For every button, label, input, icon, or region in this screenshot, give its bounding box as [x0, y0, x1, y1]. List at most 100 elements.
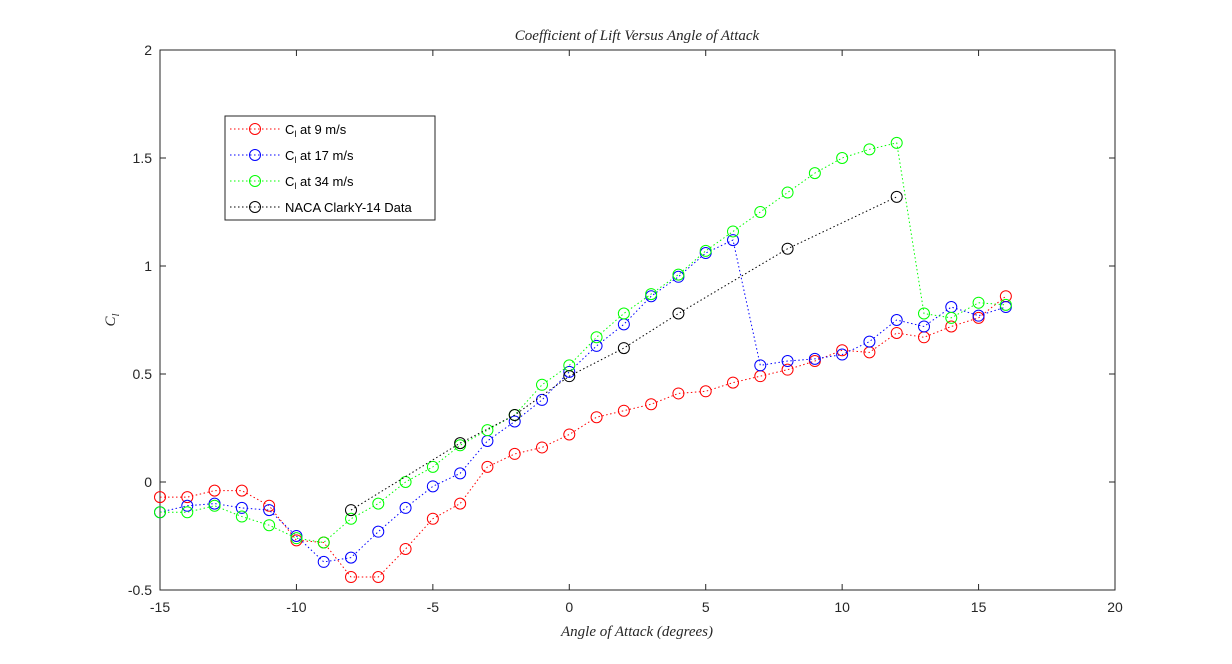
data-point	[781, 363, 794, 376]
y-axis-label: Cl	[103, 313, 122, 326]
data-point	[290, 532, 303, 545]
data-point	[235, 484, 248, 497]
legend-marker	[249, 123, 261, 135]
legend-label-main: C	[285, 122, 294, 137]
data-point	[617, 307, 630, 320]
legend-label-main: NACA ClarkY-14 Data	[285, 200, 412, 215]
y-tick-label: 2	[144, 42, 152, 58]
series-line	[350, 196, 897, 511]
data-point	[181, 506, 194, 519]
x-axis-label: Angle of Attack (degrees)	[560, 624, 713, 640]
data-point	[426, 460, 439, 473]
data-point	[563, 370, 576, 383]
data-point	[481, 424, 494, 437]
data-point	[918, 320, 930, 333]
data-point	[563, 365, 576, 378]
data-point	[263, 519, 276, 532]
data-point	[918, 307, 930, 320]
data-point	[154, 506, 166, 519]
data-point	[836, 152, 849, 164]
chart-title: Coefficient of Lift Versus Angle of Atta…	[515, 28, 760, 44]
legend-marker	[249, 149, 261, 161]
data-point	[590, 411, 603, 424]
data-point	[345, 504, 357, 517]
data-point	[672, 268, 685, 281]
legend-item: Cl at 34 m/s	[230, 174, 354, 191]
legend-label-sub: l	[294, 181, 296, 191]
data-point	[999, 298, 1012, 311]
axis-ticks: -15 -10 -5 0 5 10 15 20 -0.5 0 0.5 1 1.5 2	[128, 42, 1123, 615]
data-point	[672, 387, 685, 400]
data-point	[672, 307, 685, 320]
data-point	[426, 512, 439, 525]
series-3	[345, 190, 903, 517]
data-point	[727, 376, 739, 389]
series-line	[160, 295, 1007, 578]
data-point	[181, 491, 194, 504]
legend-label: Cl at 9 m/s	[285, 122, 347, 139]
data-point	[181, 499, 194, 512]
data-point	[590, 339, 603, 352]
data-point	[754, 206, 767, 218]
y-axis-label-sub: l	[110, 313, 122, 316]
x-tick-label: -5	[427, 599, 440, 615]
y-tick-label: 1	[144, 258, 152, 274]
data-point	[617, 404, 630, 417]
data-point	[699, 244, 712, 257]
data-point	[945, 320, 958, 333]
data-point	[399, 542, 412, 555]
x-tick-label: 0	[565, 599, 573, 615]
data-point	[617, 342, 630, 355]
x-tick-label: -15	[150, 599, 170, 615]
y-axis-label-main: C	[103, 316, 119, 327]
legend-marker	[249, 175, 261, 187]
legend-marker	[249, 201, 261, 213]
y-tick-label: -0.5	[128, 582, 152, 598]
legend-label-sub: l	[294, 155, 296, 165]
x-tick-label: 20	[1107, 599, 1123, 615]
x-tick-label: 15	[971, 599, 987, 615]
data-point	[154, 491, 166, 504]
data-point	[399, 501, 412, 514]
legend-label-main: C	[285, 174, 294, 189]
data-point	[536, 378, 548, 391]
data-point	[890, 314, 903, 326]
legend-label-sub: l	[294, 129, 296, 139]
data-point	[454, 437, 467, 450]
data-point	[727, 225, 739, 238]
legend-label-main: C	[285, 148, 294, 163]
data-point	[481, 460, 494, 473]
data-point	[208, 484, 221, 497]
legend-item: NACA ClarkY-14 Data	[230, 200, 412, 215]
legend-box	[224, 115, 436, 221]
data-point	[317, 536, 330, 549]
data-point	[890, 136, 903, 149]
data-point	[836, 348, 849, 361]
data-point	[645, 288, 658, 301]
data-point	[972, 309, 985, 322]
data-point	[863, 143, 876, 156]
data-point	[781, 186, 794, 199]
data-point	[372, 497, 385, 510]
data-point	[372, 525, 385, 538]
legend-label-rest: at 34 m/s	[296, 174, 354, 189]
data-point	[754, 359, 767, 372]
data-point	[563, 428, 576, 441]
data-point	[836, 344, 849, 357]
legend-item: Cl at 9 m/s	[230, 122, 347, 139]
x-tick-label: 5	[702, 599, 710, 615]
data-point	[536, 393, 548, 406]
legend-item: Cl at 17 m/s	[230, 148, 354, 165]
data-point	[454, 467, 467, 480]
data-point	[590, 331, 603, 344]
data-point	[508, 409, 521, 422]
y-tick-label: 1.5	[133, 150, 153, 166]
legend-label-rest: at 9 m/s	[296, 122, 346, 137]
series-line	[160, 142, 1006, 544]
data-point	[536, 441, 548, 454]
legend: Cl at 9 m/sCl at 17 m/sCl at 34 m/sNACA …	[224, 115, 436, 221]
data-point	[345, 551, 357, 564]
data-point	[235, 501, 248, 514]
data-point	[781, 242, 794, 255]
